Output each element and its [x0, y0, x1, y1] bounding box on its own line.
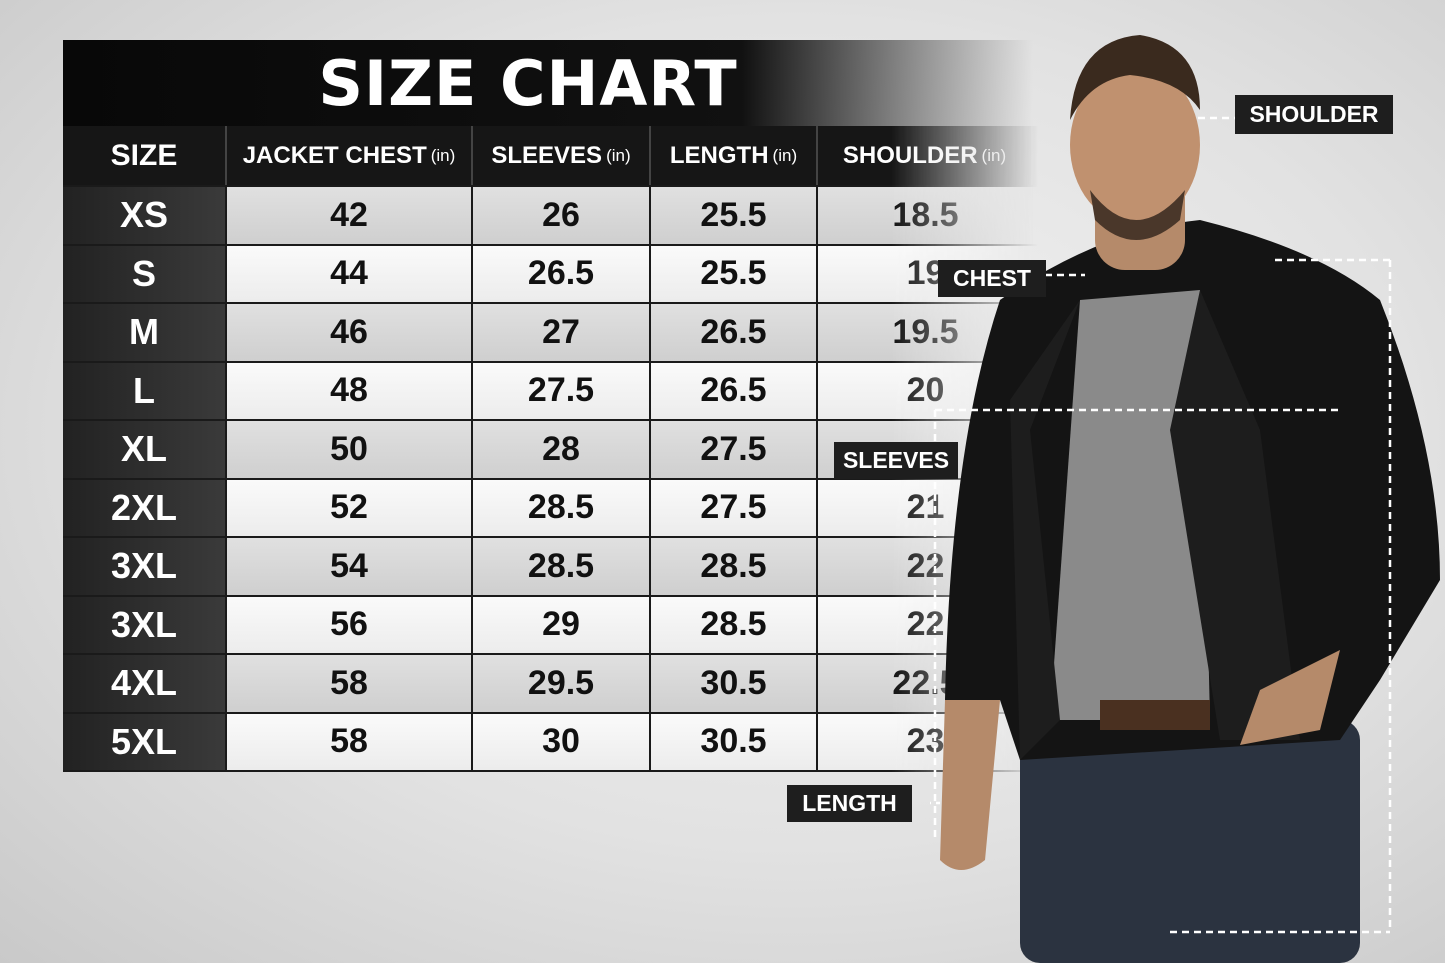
- label-shoulder: SHOULDER: [1235, 95, 1393, 134]
- cell-size: 3XL: [63, 596, 227, 653]
- cell-size: 5XL: [63, 713, 227, 770]
- header-sleeves: SLEEVES (in): [473, 126, 651, 185]
- cell-chest: 52: [227, 479, 473, 536]
- cell-length: 27.5: [651, 421, 818, 478]
- cell-sleeves: 28.5: [473, 479, 651, 536]
- cell-sleeves: 28: [473, 421, 651, 478]
- table-row: 3XL 56 29 28.5 22: [63, 596, 1038, 655]
- cell-chest: 44: [227, 245, 473, 302]
- size-table: SIZE JACKET CHEST (in) SLEEVES (in) LENGTH…: [63, 126, 1038, 774]
- cell-length: 25.5: [651, 245, 818, 302]
- label-length: LENGTH: [787, 785, 912, 822]
- cell-size: M: [63, 304, 227, 361]
- cell-chest: 58: [227, 655, 473, 712]
- table-row: 4XL 58 29.5 30.5 22.5: [63, 655, 1038, 714]
- measurement-lines: [930, 116, 1392, 934]
- cell-chest: 48: [227, 362, 473, 419]
- model-figure: [940, 35, 1440, 963]
- header-shoulder: SHOULDER (in): [818, 126, 1033, 185]
- cell-length: 25.5: [651, 187, 818, 244]
- table-row: 2XL 52 28.5 27.5 21: [63, 479, 1038, 538]
- cell-length: 27.5: [651, 479, 818, 536]
- cell-size: L: [63, 362, 227, 419]
- chart-title: SIZE CHART: [318, 46, 738, 120]
- cell-length: 26.5: [651, 362, 818, 419]
- table-row: XS 42 26 25.5 18.5: [63, 187, 1038, 246]
- cell-sleeves: 29: [473, 596, 651, 653]
- cell-chest: 46: [227, 304, 473, 361]
- cell-size: XS: [63, 187, 227, 244]
- table-row: XL 50 28 27.5: [63, 421, 1038, 480]
- table-row: L 48 27.5 26.5 20: [63, 362, 1038, 421]
- cell-sleeves: 26.5: [473, 245, 651, 302]
- cell-length: 30.5: [651, 713, 818, 770]
- cell-chest: 54: [227, 538, 473, 595]
- cell-chest: 58: [227, 713, 473, 770]
- header-chest: JACKET CHEST (in): [227, 126, 473, 185]
- label-sleeves: SLEEVES: [834, 442, 958, 479]
- model-image: [930, 35, 1440, 963]
- cell-size: XL: [63, 421, 227, 478]
- cell-shoulder: 23: [818, 713, 1033, 770]
- cell-length: 28.5: [651, 538, 818, 595]
- header-size: SIZE: [63, 126, 227, 185]
- cell-sleeves: 30: [473, 713, 651, 770]
- cell-size: 2XL: [63, 479, 227, 536]
- cell-size: S: [63, 245, 227, 302]
- cell-sleeves: 28.5: [473, 538, 651, 595]
- table-row: M 46 27 26.5 19.5: [63, 304, 1038, 363]
- cell-chest: 50: [227, 421, 473, 478]
- header-length: LENGTH (in): [651, 126, 818, 185]
- cell-size: 3XL: [63, 538, 227, 595]
- cell-sleeves: 27: [473, 304, 651, 361]
- cell-chest: 42: [227, 187, 473, 244]
- cell-size: 4XL: [63, 655, 227, 712]
- cell-shoulder: 18.5: [818, 187, 1033, 244]
- cell-length: 30.5: [651, 655, 818, 712]
- cell-length: 28.5: [651, 596, 818, 653]
- label-chest: CHEST: [938, 260, 1046, 297]
- table-row: 5XL 58 30 30.5 23: [63, 713, 1038, 772]
- table-row: 3XL 54 28.5 28.5 22: [63, 538, 1038, 597]
- cell-sleeves: 26: [473, 187, 651, 244]
- cell-sleeves: 27.5: [473, 362, 651, 419]
- table-row: S 44 26.5 25.5 19: [63, 245, 1038, 304]
- cell-chest: 56: [227, 596, 473, 653]
- table-header-row: SIZE JACKET CHEST (in) SLEEVES (in) LENGTH…: [63, 126, 1038, 187]
- cell-length: 26.5: [651, 304, 818, 361]
- cell-sleeves: 29.5: [473, 655, 651, 712]
- title-bar: SIZE CHART: [63, 40, 1033, 126]
